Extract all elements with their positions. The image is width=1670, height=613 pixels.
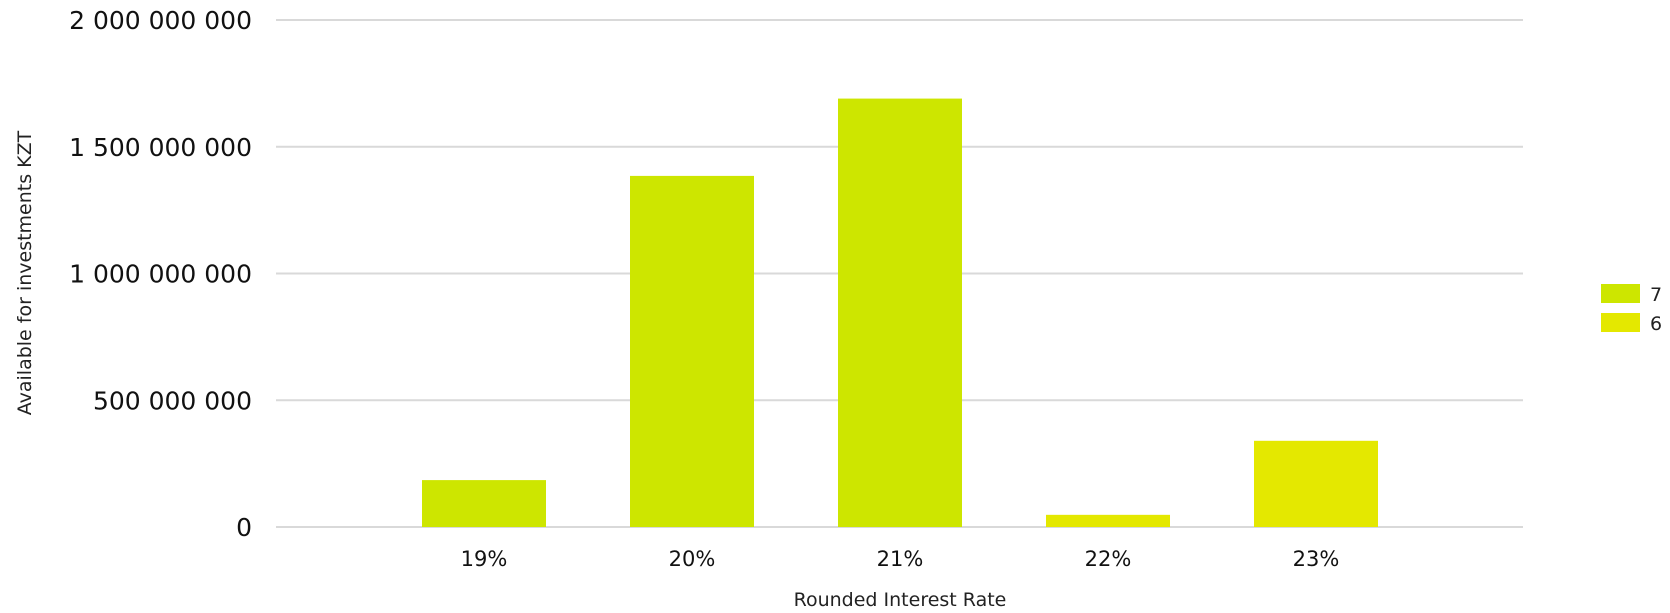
y-tick-label: 2 000 000 000 [69, 6, 252, 35]
legend-swatch [1601, 284, 1640, 303]
y-axis-title: Available for investments KZT [14, 130, 36, 415]
bars [422, 98, 1378, 528]
x-tick-label: 20% [669, 547, 716, 571]
bar [1254, 440, 1378, 527]
x-tick-label: 19% [461, 547, 508, 571]
y-tick-label: 1 000 000 000 [69, 260, 252, 289]
legend-label: 6 [1650, 313, 1662, 335]
legend-label: 7 [1650, 284, 1662, 306]
x-axis-ticks: 19% 20% 21% 22% 23% [461, 547, 1340, 571]
bar [1046, 514, 1170, 527]
x-tick-label: 23% [1293, 547, 1340, 571]
legend-swatch [1601, 313, 1640, 332]
bar [422, 480, 546, 527]
y-tick-label: 500 000 000 [93, 386, 252, 415]
y-axis-ticks: 0 500 000 000 1 000 000 000 1 500 000 000 2 … [69, 6, 252, 542]
legend: 76 [1601, 284, 1662, 335]
bar [630, 175, 754, 527]
x-axis-title: Rounded Interest Rate [794, 589, 1007, 611]
y-tick-label: 1 500 000 000 [69, 133, 252, 162]
y-tick-label: 0 [236, 513, 252, 542]
bar [838, 98, 962, 528]
x-tick-label: 22% [1085, 547, 1132, 571]
x-tick-label: 21% [877, 547, 924, 571]
